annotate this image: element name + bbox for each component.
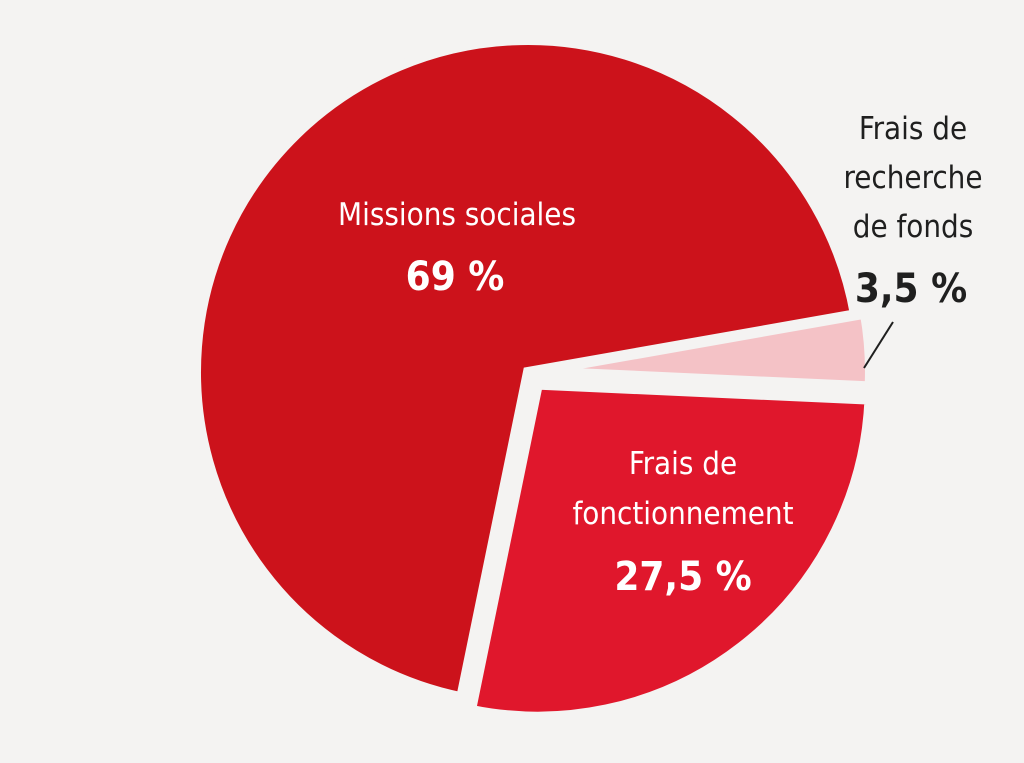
slice-missions-sociales <box>191 35 861 704</box>
label-frais-fonctionnement-value: 27,5 % <box>614 554 751 600</box>
label-missions-sociales: Missions sociales 69 % <box>338 197 576 300</box>
label-frais-recherche-line2: recherche <box>843 160 982 196</box>
label-frais-fonctionnement: Frais de fonctionnement 27,5 % <box>572 446 793 600</box>
pie-slices <box>191 35 875 722</box>
label-frais-recherche-value: 3,5 % <box>855 266 967 312</box>
label-frais-recherche-line3: de fonds <box>853 209 974 245</box>
label-frais-fonctionnement-line1: Frais de <box>629 446 737 482</box>
label-frais-recherche: Frais de recherche de fonds 3,5 % <box>843 111 983 369</box>
label-frais-recherche-line1: Frais de <box>859 111 967 147</box>
label-frais-recherche-leader-line <box>863 321 894 369</box>
slice-frais-fonctionnement <box>465 379 875 722</box>
slice-frais-recherche <box>537 307 875 392</box>
label-missions-sociales-value: 69 % <box>406 254 505 300</box>
label-frais-fonctionnement-line2: fonctionnement <box>572 496 793 532</box>
label-missions-sociales-name: Missions sociales <box>338 197 576 233</box>
